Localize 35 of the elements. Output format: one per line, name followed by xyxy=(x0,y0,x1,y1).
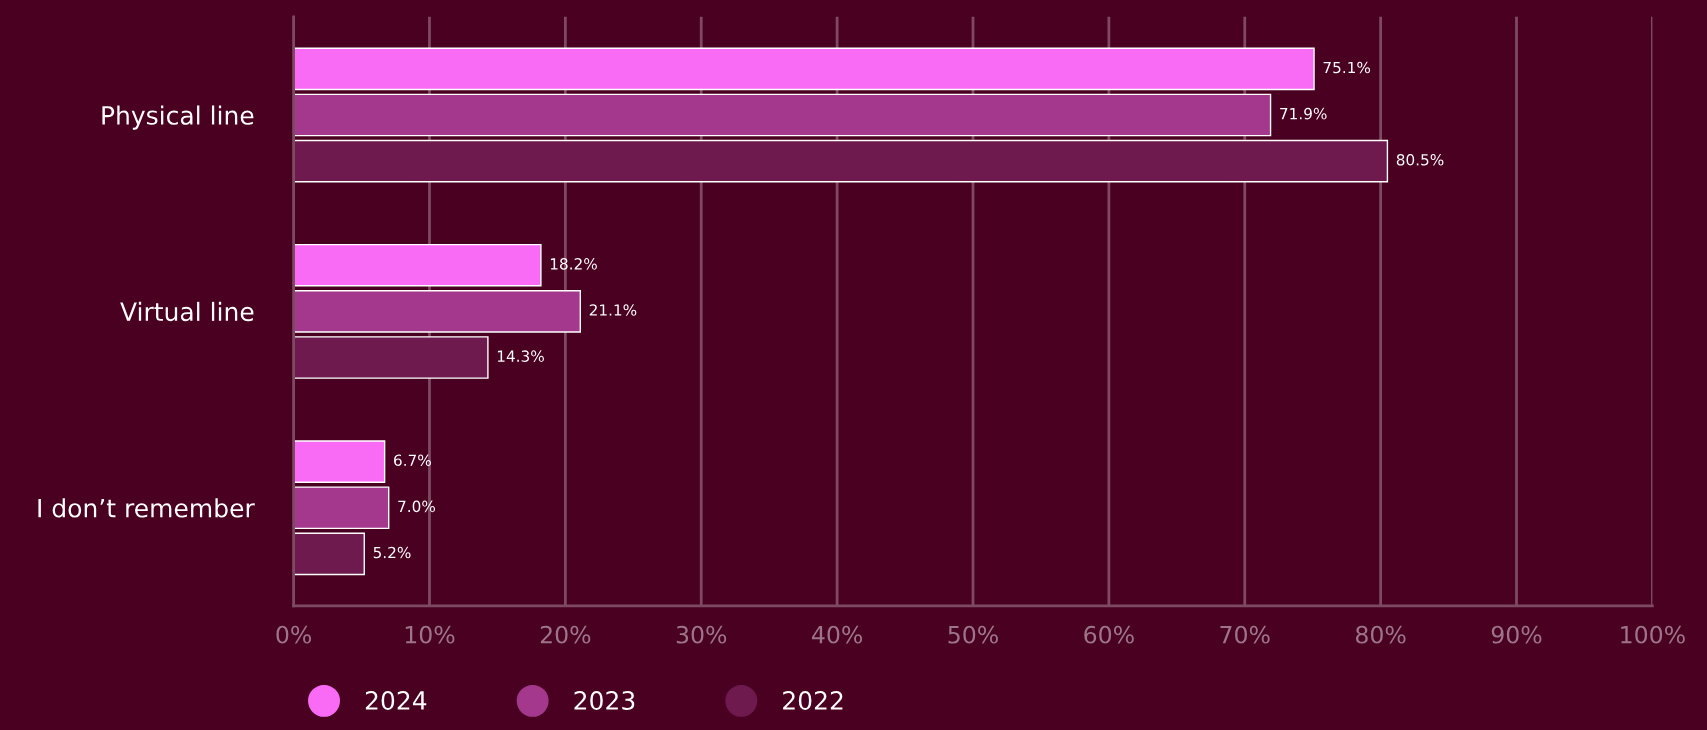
bar xyxy=(293,440,386,483)
data-label: 6.7% xyxy=(394,454,431,466)
x-tick-label: 40% xyxy=(812,625,863,644)
x-tick-label: 70% xyxy=(1220,625,1270,644)
bar xyxy=(293,139,1389,183)
bar xyxy=(293,290,581,333)
y-tick-label: Physical line xyxy=(102,105,254,130)
legend-label: 2023 xyxy=(574,691,635,710)
data-label: 21.1% xyxy=(589,304,637,316)
bar xyxy=(293,532,365,576)
x-tick-label: 20% xyxy=(540,625,591,644)
data-label: 5.2% xyxy=(373,546,411,559)
data-label: 18.2% xyxy=(550,258,597,270)
x-tick-label: 50% xyxy=(948,625,998,644)
data-label: 75.1% xyxy=(1323,61,1371,74)
data-label: 71.9% xyxy=(1280,107,1327,120)
x-tick-label: 100% xyxy=(1621,625,1685,644)
data-label: 7.0% xyxy=(398,500,436,513)
y-tick-label: Virtual line xyxy=(120,301,254,322)
bar xyxy=(293,336,489,379)
x-tick-label: 80% xyxy=(1355,625,1406,644)
legend-label: 2022 xyxy=(783,691,843,710)
bar xyxy=(293,47,1315,91)
x-tick-label: 10% xyxy=(405,625,455,644)
legend-label: 2024 xyxy=(365,691,427,710)
data-label: 14.3% xyxy=(497,350,544,362)
x-tick-label: 60% xyxy=(1084,625,1134,644)
x-tick-label: 30% xyxy=(676,625,727,644)
x-tick-label: 90% xyxy=(1491,625,1542,644)
bar xyxy=(293,243,542,287)
bar xyxy=(293,486,390,530)
bar xyxy=(293,93,1272,137)
x-tick-label: 0% xyxy=(276,625,312,644)
y-tick-label: I don’t remember xyxy=(38,498,255,518)
data-label: 80.5% xyxy=(1396,154,1444,166)
